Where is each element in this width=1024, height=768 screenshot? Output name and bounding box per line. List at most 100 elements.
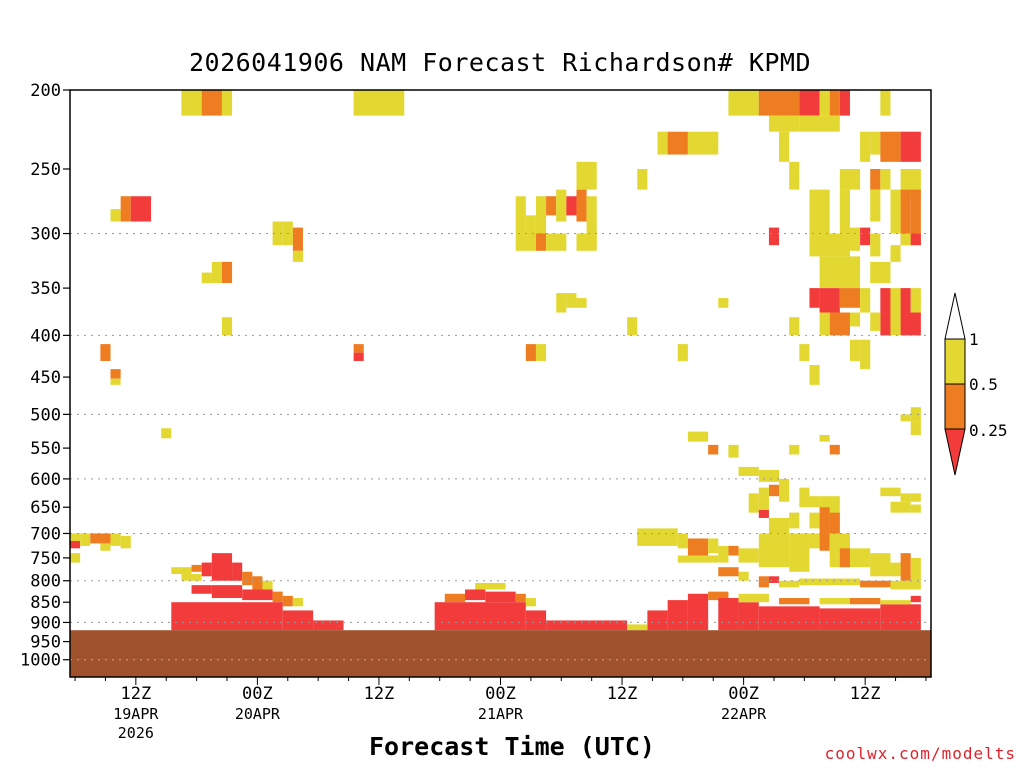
heatmap-cell xyxy=(738,466,759,476)
y-tick-label: 700 xyxy=(30,524,61,544)
heatmap-cell xyxy=(849,312,861,327)
heatmap-cell xyxy=(779,478,790,502)
heatmap-cell xyxy=(211,553,233,581)
heatmap-cell xyxy=(738,602,759,631)
heatmap-cell xyxy=(100,543,111,551)
heatmap-cell xyxy=(819,312,830,336)
heatmap-cell xyxy=(880,600,911,605)
heatmap-cell xyxy=(789,444,800,455)
heatmap-cell xyxy=(799,90,820,116)
heatmap-cell xyxy=(687,593,709,631)
heatmap-cell xyxy=(201,562,212,577)
heatmap-cell xyxy=(708,444,719,455)
heatmap-cell xyxy=(799,578,861,586)
heatmap-cell xyxy=(819,533,830,551)
x-date-label: 20APR xyxy=(235,705,281,723)
heatmap-cell xyxy=(880,604,921,631)
heatmap-cell xyxy=(485,591,516,603)
heatmap-cell xyxy=(120,196,131,222)
heatmap-cell xyxy=(556,293,567,313)
heatmap-cell xyxy=(70,540,81,549)
ground-fill xyxy=(70,630,931,677)
x-year-label: 2026 xyxy=(118,724,154,742)
heatmap-cell xyxy=(667,600,688,631)
heatmap-cell xyxy=(829,512,840,539)
heatmap-cell xyxy=(546,620,628,631)
heatmap-cells xyxy=(70,90,921,631)
heatmap-cell xyxy=(667,131,688,155)
heatmap-cell xyxy=(637,168,648,190)
heatmap-cell xyxy=(728,90,759,116)
heatmap-cell xyxy=(910,233,921,246)
heatmap-cell xyxy=(789,161,800,190)
heatmap-cell xyxy=(839,548,850,568)
heatmap-cell xyxy=(242,589,273,601)
heatmap-cell xyxy=(809,233,850,257)
heatmap-cell xyxy=(880,168,891,190)
heatmap-cell xyxy=(515,196,526,234)
heatmap-cell xyxy=(910,288,921,313)
heatmap-cell xyxy=(576,189,587,222)
heatmap-cell xyxy=(465,589,486,601)
y-tick-label: 350 xyxy=(30,279,61,299)
heatmap-cell xyxy=(525,344,536,361)
heatmap-cell xyxy=(90,533,111,544)
heatmap-cell xyxy=(110,378,121,385)
heatmap-cell xyxy=(282,610,314,631)
heatmap-cell xyxy=(353,344,364,353)
heatmap-cell xyxy=(809,288,820,308)
heatmap-cell xyxy=(870,131,881,155)
heatmap-cell xyxy=(586,196,597,246)
x-tick-label: 00Z xyxy=(242,684,273,704)
heatmap-cell xyxy=(708,591,729,601)
heatmap-cell xyxy=(779,580,800,588)
heatmap-cell xyxy=(252,576,263,590)
heatmap-cell xyxy=(181,90,202,116)
heatmap-cell xyxy=(910,504,921,513)
heatmap-cell xyxy=(880,312,891,336)
heatmap-cell xyxy=(789,317,800,336)
heatmap-cell xyxy=(110,369,121,379)
heatmap-cell xyxy=(819,256,861,289)
heatmap-cell xyxy=(687,538,709,556)
heatmap-cell xyxy=(353,90,405,116)
heatmap-cell xyxy=(201,90,222,116)
heatmap-cell xyxy=(171,567,192,575)
heatmap-cell xyxy=(910,595,921,603)
heatmap-cell xyxy=(525,598,536,607)
heatmap-cell xyxy=(880,90,891,116)
x-tick-label: 12Z xyxy=(607,684,638,704)
heatmap-cell xyxy=(829,90,840,116)
heatmap-cell xyxy=(70,533,81,541)
heatmap-cell xyxy=(475,582,506,590)
legend-label: 1 xyxy=(969,330,979,349)
x-tick-label: 12Z xyxy=(364,684,395,704)
heatmap-cell xyxy=(181,574,202,581)
heatmap-cell xyxy=(80,533,91,546)
heatmap-cell xyxy=(535,344,547,361)
heatmap-cell xyxy=(232,562,243,581)
heatmap-cell xyxy=(718,567,739,577)
heatmap-cell xyxy=(900,168,921,197)
heatmap-cell xyxy=(272,221,283,246)
heatmap-cell xyxy=(292,598,303,607)
heatmap-cell xyxy=(758,576,769,588)
heatmap-cell xyxy=(890,288,901,313)
legend-swatch xyxy=(944,338,966,385)
heatmap-cell xyxy=(201,272,212,284)
credit-link[interactable]: coolwx.com/modelts xyxy=(824,744,1016,763)
heatmap-cell xyxy=(444,593,466,603)
heatmap-cell xyxy=(647,610,668,631)
heatmap-cell xyxy=(849,227,861,251)
heatmap-cell xyxy=(110,533,121,546)
heatmap-cell xyxy=(900,414,911,422)
y-tick-label: 750 xyxy=(30,549,61,569)
chart-title: 2026041906 NAM Forecast Richardson# KPMD xyxy=(188,48,812,77)
heatmap-cell xyxy=(535,233,547,251)
heatmap-cell xyxy=(900,233,911,246)
heatmap-cell xyxy=(870,233,881,257)
heatmap-cell xyxy=(890,245,901,262)
heatmap-cell xyxy=(708,538,719,554)
y-tick-label: 800 xyxy=(30,572,61,592)
